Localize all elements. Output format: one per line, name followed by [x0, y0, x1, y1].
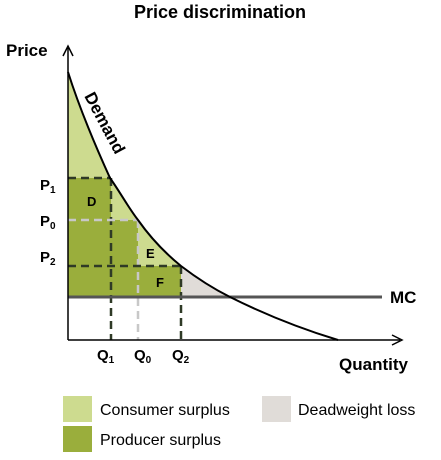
quantity-tick-q1: Q1	[97, 347, 115, 366]
legend-label-deadweight-loss: Deadweight loss	[298, 402, 415, 419]
price-tick-p1: P1	[40, 177, 56, 196]
price-tick-p2: P2	[40, 249, 56, 268]
x-axis-label: Quantity	[339, 355, 408, 374]
mc-label: MC	[390, 288, 416, 307]
consumer-surplus-region-e	[138, 220, 181, 266]
x-axis-arrow-icon	[391, 334, 404, 346]
price-tick-p0: P0	[40, 213, 56, 232]
deadweight-loss-region	[181, 266, 230, 297]
region-label-f: F	[156, 275, 164, 290]
consumer-surplus-region	[68, 72, 110, 178]
legend-swatch-producer-surplus	[63, 426, 92, 452]
producer-surplus-region-d	[68, 178, 111, 297]
quantity-tick-q2: Q2	[172, 347, 190, 366]
y-axis-label: Price	[6, 41, 48, 60]
diagram-title: Price discrimination	[134, 2, 306, 22]
legend-label-consumer-surplus: Consumer surplus	[100, 402, 230, 419]
region-label-d: D	[87, 194, 96, 209]
producer-surplus-region-q1-q0	[111, 220, 138, 297]
legend-swatch-consumer-surplus	[63, 396, 92, 422]
producer-surplus-region-f	[138, 266, 181, 297]
consumer-surplus-triangle	[111, 178, 138, 220]
legend-label-producer-surplus: Producer surplus	[100, 432, 221, 449]
region-label-e: E	[146, 246, 155, 261]
demand-curve	[67, 71, 339, 341]
y-axis-arrow-icon	[62, 44, 74, 57]
legend-swatch-deadweight-loss	[262, 396, 291, 422]
quantity-tick-q0: Q0	[134, 347, 152, 366]
